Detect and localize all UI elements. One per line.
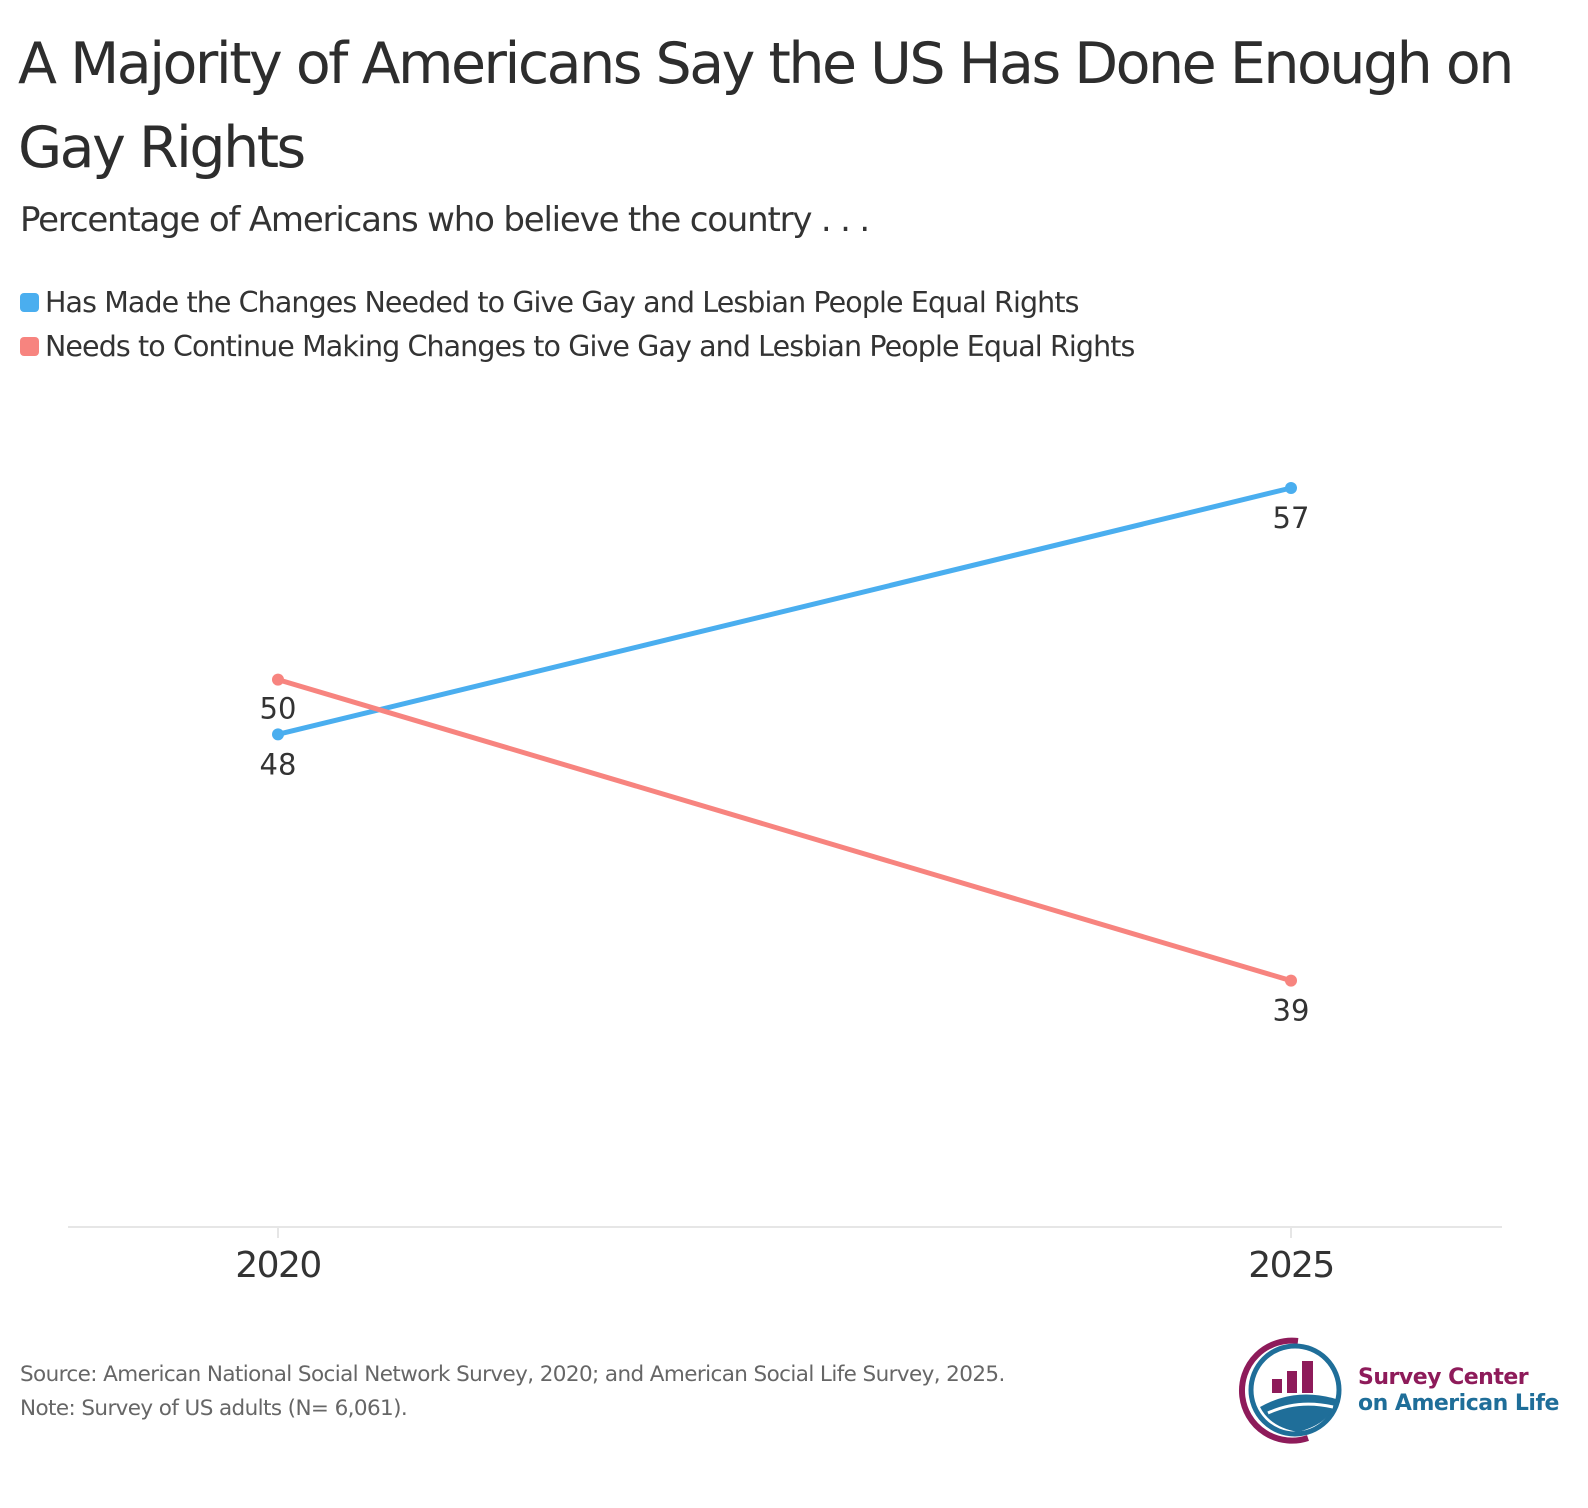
series-line-1: [277, 485, 1292, 737]
legend-swatch-red: [20, 336, 39, 356]
legend: Has Made the Changes Needed to Give Gay …: [20, 280, 1135, 368]
legend-item-needs-changes: Needs to Continue Making Changes to Give…: [20, 324, 1135, 368]
legend-label: Has Made the Changes Needed to Give Gay …: [45, 285, 1079, 319]
line-chart: 2020 2025 48 57 50 39: [68, 482, 1502, 1286]
data-label: 48: [260, 747, 297, 781]
data-label: 39: [1273, 994, 1310, 1028]
data-label: 57: [1273, 501, 1310, 535]
footer: Source: American National Social Network…: [20, 1358, 1005, 1426]
data-point: [1285, 482, 1297, 494]
survey-center-logo: Survey Center on American Life: [1238, 1335, 1578, 1445]
logo-text-line2: on American Life: [1358, 1391, 1559, 1416]
legend-item-has-made-changes: Has Made the Changes Needed to Give Gay …: [20, 280, 1134, 324]
source-note: Source: American National Social Network…: [20, 1362, 1005, 1387]
data-label: 50: [260, 692, 297, 726]
data-point: [1285, 974, 1297, 987]
x-tick-label: 2020: [235, 1245, 321, 1286]
legend-label: Needs to Continue Making Changes to Give…: [45, 329, 1135, 363]
series-line-2: [277, 677, 1292, 984]
data-point: [272, 673, 284, 686]
logo-emblem-icon: [1239, 1337, 1342, 1444]
legend-swatch-blue: [20, 292, 39, 312]
x-tick-label: 2025: [1248, 1245, 1334, 1286]
logo-text-line1: Survey Center: [1358, 1365, 1529, 1390]
chart-subtitle: Percentage of Americans who believe the …: [20, 200, 870, 240]
chart-title: A Majority of Americans Say the US Has D…: [18, 31, 1514, 181]
data-point: [272, 728, 284, 741]
sample-note: Note: Survey of US adults (N= 6,061).: [20, 1396, 408, 1421]
